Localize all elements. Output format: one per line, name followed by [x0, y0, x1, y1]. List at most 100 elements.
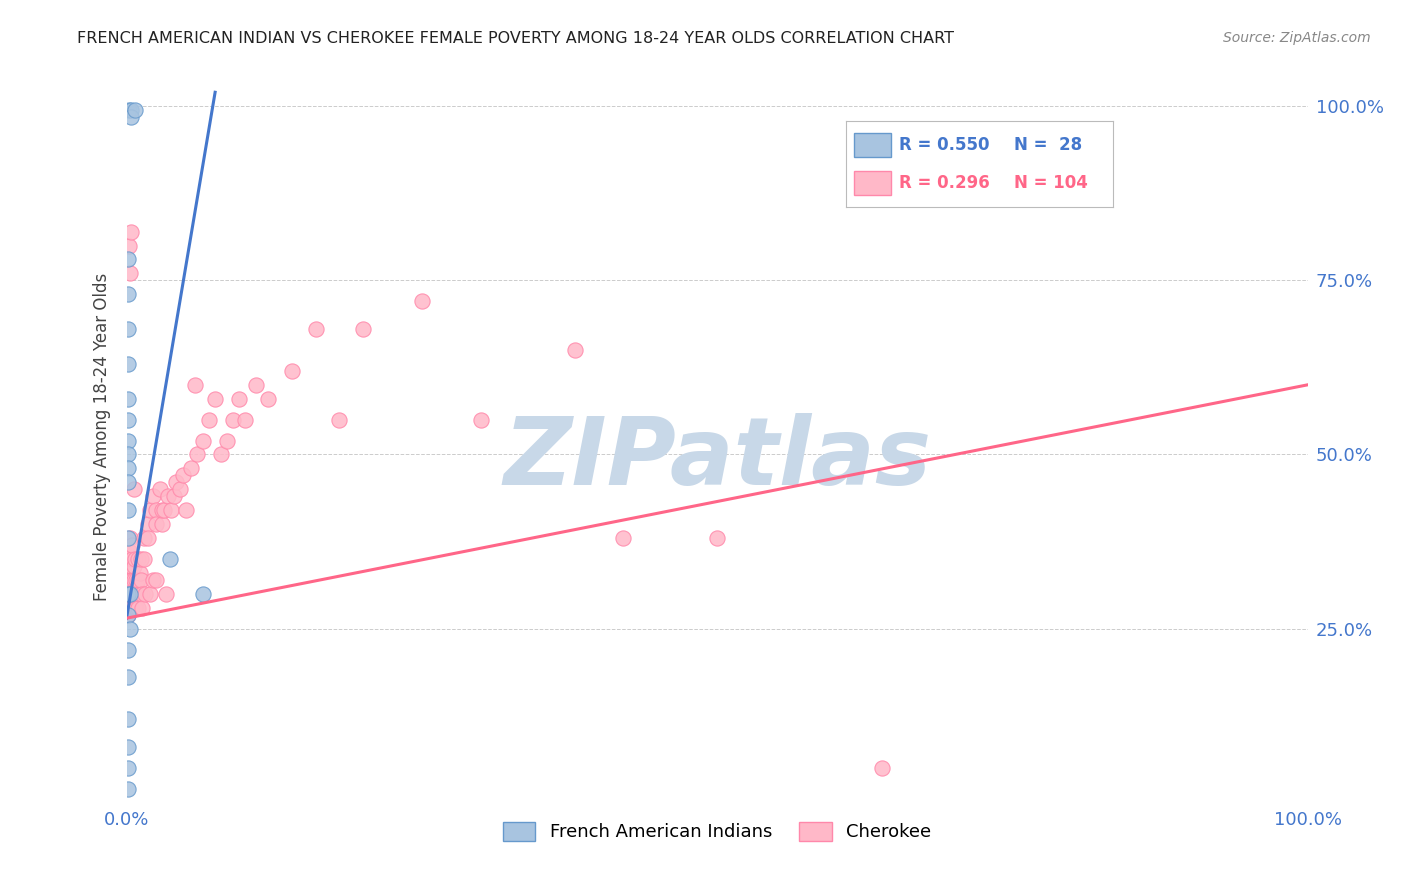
Point [117, 580, 139, 594]
Point [174, 503, 197, 517]
Point [706, 531, 728, 545]
Point [121, 538, 143, 552]
Point [117, 740, 139, 755]
Point [118, 587, 141, 601]
Point [150, 503, 173, 517]
Point [124, 600, 146, 615]
Point [233, 412, 256, 426]
Point [128, 587, 150, 601]
Point [117, 607, 139, 622]
Point [120, 573, 142, 587]
Text: R = 0.550: R = 0.550 [900, 136, 990, 153]
Point [145, 503, 167, 517]
Point [165, 475, 187, 490]
Point [172, 468, 194, 483]
Point [124, 103, 146, 117]
Point [139, 587, 162, 601]
Point [127, 587, 149, 601]
Point [149, 483, 172, 497]
Point [186, 448, 208, 462]
Point [155, 587, 177, 601]
Point [145, 573, 167, 587]
Text: FRENCH AMERICAN INDIAN VS CHEROKEE FEMALE POVERTY AMONG 18-24 YEAR OLDS CORRELAT: FRENCH AMERICAN INDIAN VS CHEROKEE FEMAL… [77, 31, 955, 46]
Point [120, 573, 142, 587]
Point [117, 503, 139, 517]
Point [120, 600, 142, 615]
Point [117, 587, 139, 601]
Point [121, 600, 143, 615]
Text: N =  28: N = 28 [1014, 136, 1083, 153]
Point [117, 781, 139, 796]
Point [328, 412, 350, 426]
Point [120, 587, 142, 601]
Point [117, 357, 139, 371]
Point [122, 573, 145, 587]
Point [612, 531, 634, 545]
Point [128, 566, 150, 580]
Point [117, 587, 139, 601]
Point [141, 489, 163, 503]
Point [120, 558, 142, 573]
Point [117, 475, 139, 490]
Point [150, 517, 173, 532]
Point [117, 607, 139, 622]
Point [124, 552, 146, 566]
Point [117, 412, 139, 426]
Point [117, 461, 139, 475]
Point [120, 266, 142, 280]
Point [120, 552, 142, 566]
Point [193, 587, 215, 601]
Point [163, 489, 186, 503]
Text: N = 104: N = 104 [1014, 174, 1088, 192]
Point [134, 587, 156, 601]
Point [127, 600, 149, 615]
Point [159, 552, 181, 566]
Point [117, 594, 139, 608]
Point [304, 322, 326, 336]
Point [117, 434, 139, 448]
Point [124, 587, 146, 601]
Point [180, 461, 202, 475]
Point [120, 110, 142, 124]
Point [117, 448, 139, 462]
Point [117, 392, 139, 406]
Point [136, 531, 159, 545]
Point [125, 587, 148, 601]
Point [120, 531, 142, 545]
Point [184, 377, 207, 392]
Point [118, 580, 141, 594]
Point [117, 587, 139, 601]
Point [222, 412, 245, 426]
Point [117, 600, 139, 615]
Point [127, 552, 149, 566]
Point [281, 364, 304, 378]
Point [121, 587, 143, 601]
Point [129, 573, 152, 587]
Point [120, 587, 142, 601]
Point [257, 392, 280, 406]
Point [872, 761, 894, 775]
Point [118, 573, 141, 587]
Point [169, 483, 191, 497]
Point [121, 573, 143, 587]
Point [942, 183, 965, 197]
Point [117, 287, 139, 301]
Point [117, 600, 139, 615]
Point [122, 558, 145, 573]
Point [141, 573, 163, 587]
Point [145, 517, 167, 532]
Point [117, 670, 139, 684]
Point [215, 434, 238, 448]
Point [120, 587, 142, 601]
Point [118, 103, 141, 117]
Point [131, 600, 153, 615]
Point [120, 600, 142, 615]
Point [120, 566, 142, 580]
Point [129, 552, 152, 566]
Text: ZIPatlas: ZIPatlas [503, 413, 931, 505]
Point [193, 434, 215, 448]
Point [118, 238, 141, 252]
Point [117, 587, 139, 601]
Point [121, 552, 143, 566]
Point [120, 225, 142, 239]
